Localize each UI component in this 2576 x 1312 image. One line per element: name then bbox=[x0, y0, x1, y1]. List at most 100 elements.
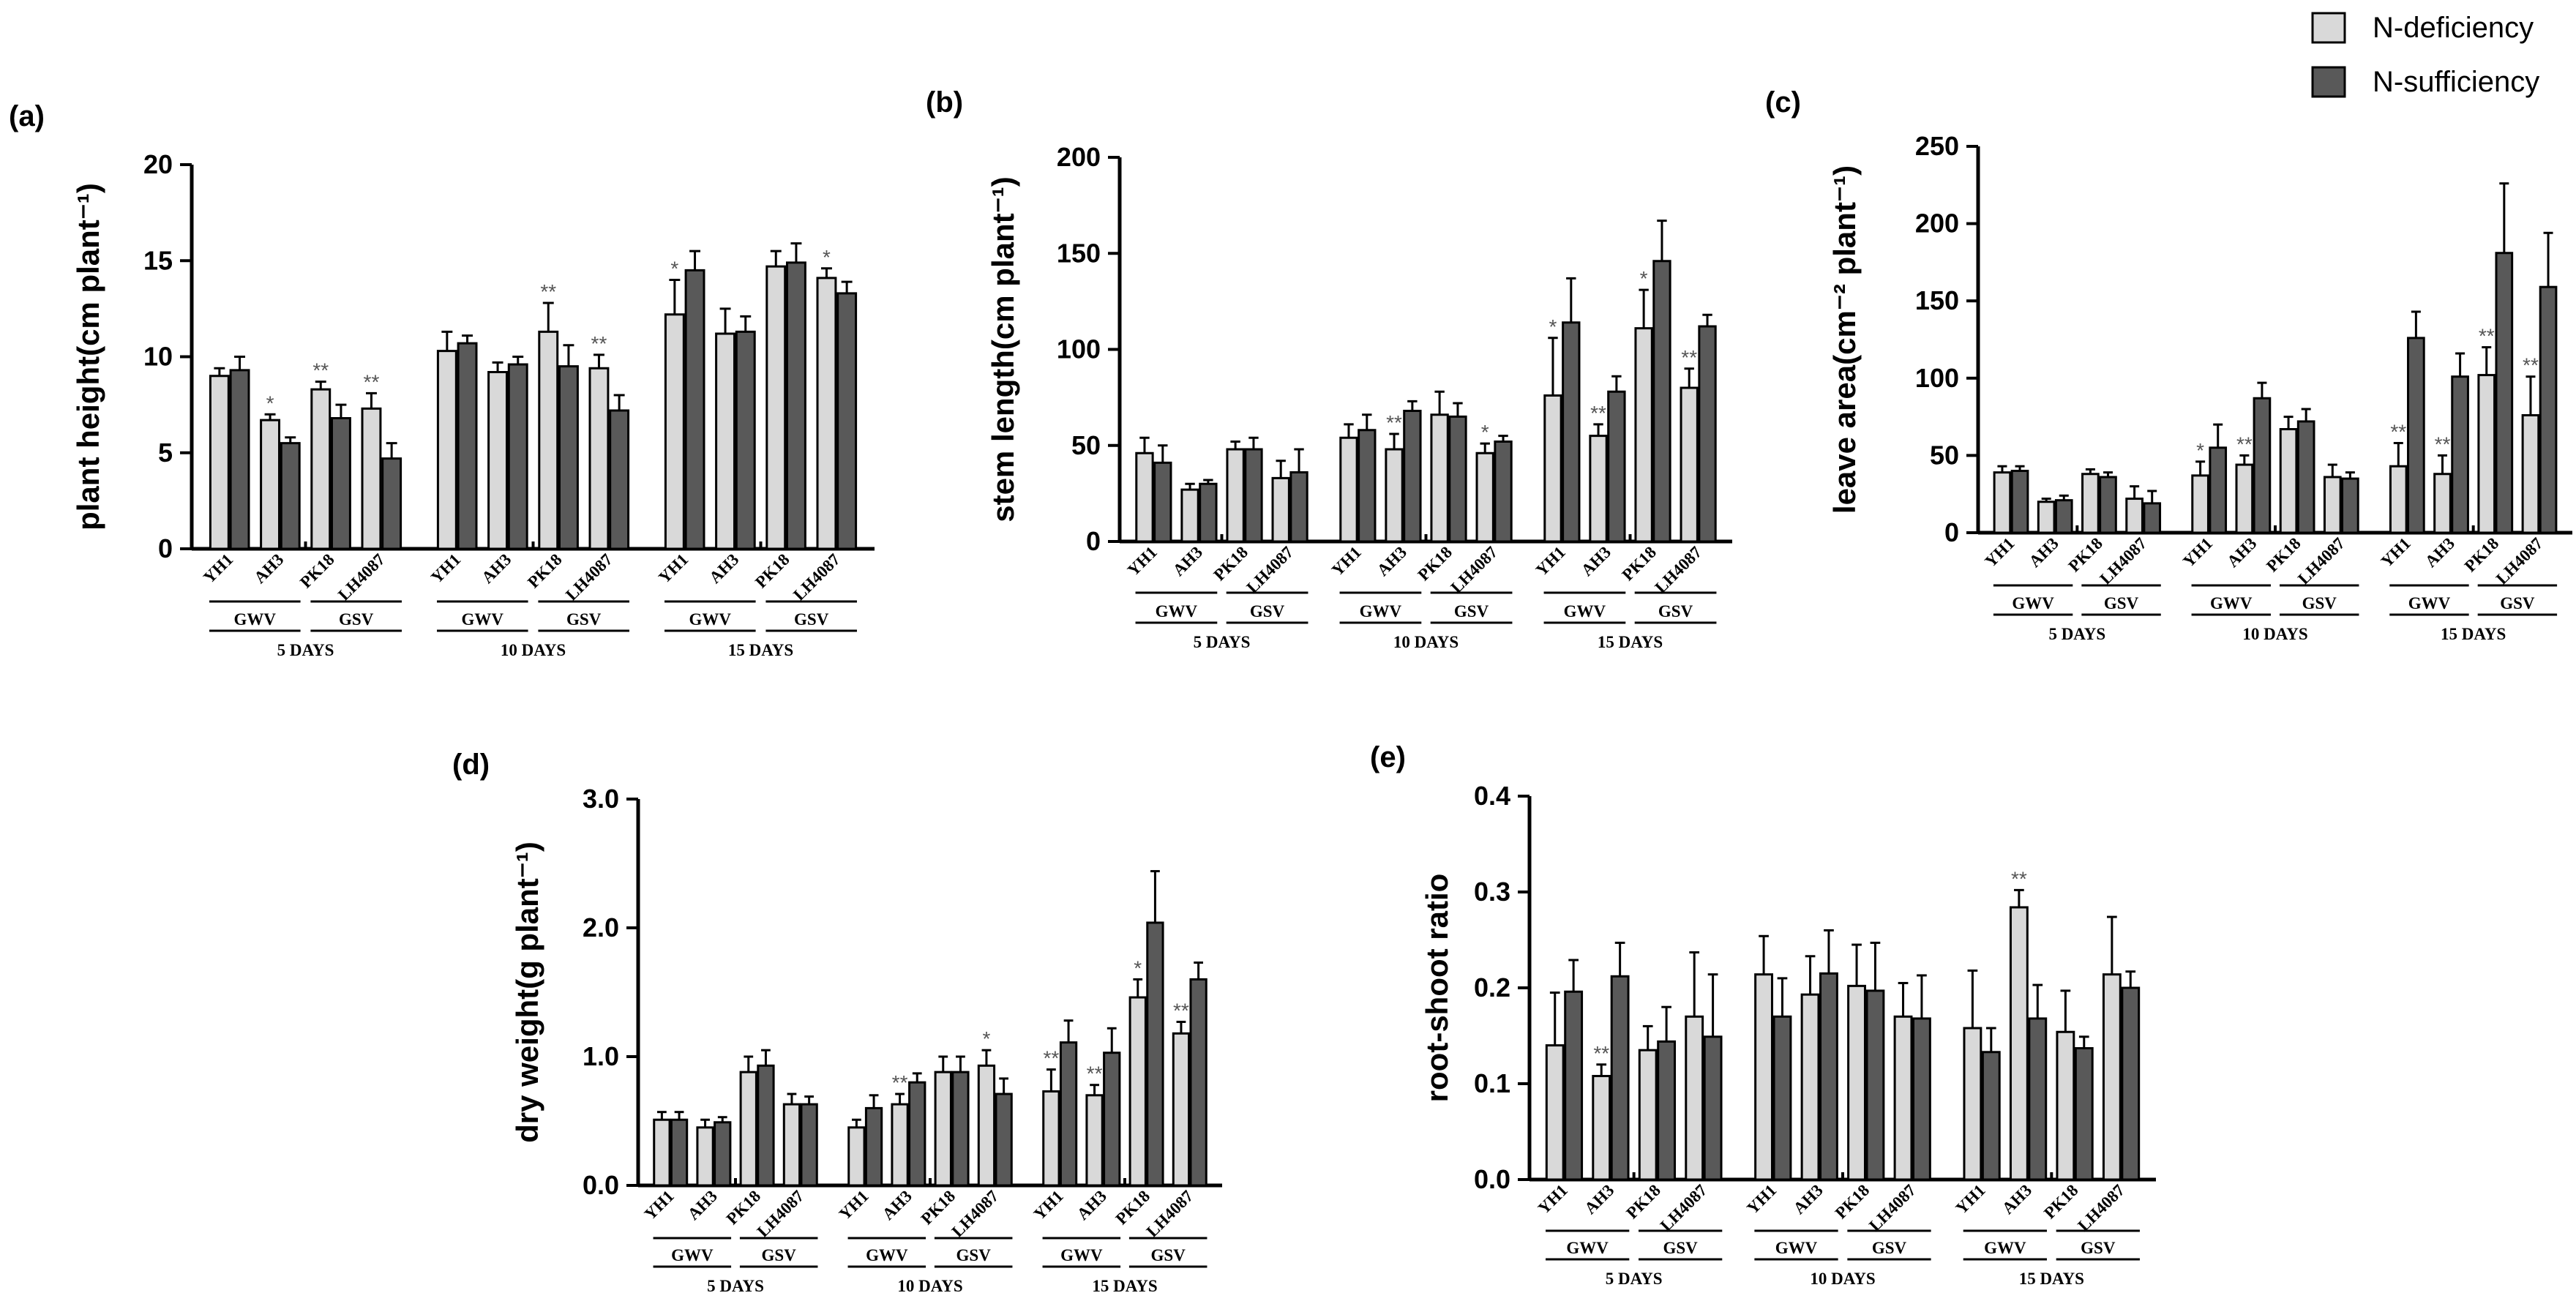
bar-n-deficiency bbox=[538, 330, 559, 550]
legend-label: N-sufficiency bbox=[2373, 66, 2539, 98]
x-category-label: LH4087 bbox=[2294, 534, 2348, 588]
bar-n-deficiency bbox=[891, 1103, 909, 1187]
bar-n-deficiency bbox=[2037, 501, 2056, 534]
significance-marker: ** bbox=[540, 280, 556, 303]
bar-n-sufficiency bbox=[507, 363, 528, 550]
day-label: 10 DAYS bbox=[501, 641, 566, 659]
significance-marker: * bbox=[670, 258, 678, 280]
group-label: GWV bbox=[2012, 594, 2054, 612]
day-label: 15 DAYS bbox=[2441, 625, 2506, 643]
x-category-label: YH1 bbox=[1535, 1181, 1571, 1218]
x-category-label: LH4087 bbox=[334, 550, 389, 604]
bar-n-deficiency bbox=[2389, 465, 2408, 534]
bar-n-sufficiency bbox=[1772, 1015, 1792, 1181]
group-label: GWV bbox=[1360, 602, 1402, 621]
bar-n-deficiency bbox=[487, 371, 509, 550]
chart-panels: (a) plant height(cm plant⁻¹) 0 5 10 15 20 YH1 * A… bbox=[9, 86, 2572, 1295]
bar-n-sufficiency bbox=[1652, 260, 1671, 543]
bar-n-sufficiency bbox=[735, 330, 756, 550]
group-label: GWV bbox=[462, 610, 504, 629]
group-label: GWV bbox=[1984, 1239, 2026, 1257]
y-axis-label: stem length(cm plant⁻¹) bbox=[986, 176, 1020, 522]
bar-n-deficiency bbox=[715, 332, 736, 550]
bar-n-deficiency bbox=[1543, 394, 1562, 543]
day-label: 5 DAYS bbox=[2048, 625, 2105, 643]
y-tick-label: 200 bbox=[1057, 142, 1101, 172]
y-tick-label: 20 bbox=[143, 149, 173, 179]
day-label: 5 DAYS bbox=[1606, 1270, 1663, 1288]
x-category-label: LH4087 bbox=[2096, 534, 2150, 588]
bar-n-deficiency bbox=[1847, 984, 1866, 1181]
x-category-label: PK18 bbox=[1210, 543, 1252, 585]
y-tick-label: 150 bbox=[1057, 238, 1101, 268]
day-label: 10 DAYS bbox=[2242, 625, 2307, 643]
bar-n-sufficiency bbox=[757, 1064, 775, 1187]
y-tick-label: 0.0 bbox=[583, 1170, 619, 1200]
chart-panel: (b) stem length(cm plant⁻¹) 0 50 100 150 200 YH… bbox=[926, 86, 1732, 651]
day-label: 15 DAYS bbox=[1092, 1277, 1157, 1295]
bar-n-sufficiency bbox=[1657, 1040, 1677, 1181]
y-tick-label: 10 bbox=[143, 342, 173, 372]
bar-n-sufficiency bbox=[280, 442, 301, 550]
y-tick-label: 0.4 bbox=[1474, 781, 1510, 811]
bar-n-sufficiency bbox=[2054, 499, 2073, 534]
panel-label: (b) bbox=[926, 86, 963, 119]
bar-n-sufficiency bbox=[1610, 975, 1630, 1181]
y-tick-label: 15 bbox=[143, 245, 173, 275]
panel-label: (e) bbox=[1370, 741, 1406, 773]
bar-n-sufficiency bbox=[2121, 986, 2141, 1181]
group-label: GSV bbox=[1663, 1239, 1699, 1257]
bar-n-deficiency bbox=[1754, 973, 1774, 1181]
bar-n-deficiency bbox=[653, 1118, 671, 1187]
y-tick-label: 0 bbox=[1944, 517, 1959, 547]
y-tick-label: 100 bbox=[1915, 363, 1959, 393]
bar-n-sufficiency bbox=[1244, 448, 1263, 543]
bar-n-deficiency bbox=[436, 350, 457, 550]
bar-n-deficiency bbox=[1680, 386, 1699, 543]
y-tick-label: 50 bbox=[1071, 430, 1101, 460]
bar-n-sufficiency bbox=[1819, 972, 1838, 1181]
day-label: 15 DAYS bbox=[728, 641, 793, 659]
group-label: GSV bbox=[2081, 1239, 2116, 1257]
x-category-label: AH3 bbox=[705, 550, 742, 587]
x-category-label: AH3 bbox=[1578, 543, 1614, 580]
bar-n-deficiency bbox=[310, 388, 332, 550]
x-category-label: PK18 bbox=[2040, 1181, 2082, 1223]
x-category-label: AH3 bbox=[1790, 1181, 1827, 1218]
group-label: GSV bbox=[566, 610, 602, 629]
bar-n-deficiency bbox=[1993, 471, 2012, 534]
bar-n-sufficiency bbox=[2074, 1047, 2094, 1181]
x-category-label: PK18 bbox=[1112, 1187, 1154, 1229]
group-label: GWV bbox=[2408, 594, 2451, 612]
x-category-label: AH3 bbox=[250, 550, 287, 587]
bar-n-deficiency bbox=[2102, 973, 2122, 1181]
bar-n-sufficiency bbox=[2539, 285, 2558, 534]
y-tick-label: 200 bbox=[1915, 209, 1959, 239]
chart-panel: (e) root-shoot ratio 0.0 0.1 0.2 0.3 0.4 YH1 ** A… bbox=[1370, 741, 2156, 1288]
bar-n-sufficiency bbox=[836, 292, 858, 550]
bar-n-sufficiency bbox=[2028, 1017, 2048, 1181]
bar-n-deficiency bbox=[1685, 1015, 1704, 1181]
x-category-label: AH3 bbox=[1999, 1181, 2035, 1218]
bar-n-sufficiency bbox=[1103, 1052, 1121, 1187]
bar-n-sufficiency bbox=[229, 369, 250, 550]
bar-n-deficiency bbox=[2056, 1030, 2075, 1181]
x-category-label: YH1 bbox=[2179, 534, 2216, 571]
x-category-label: YH1 bbox=[836, 1187, 872, 1223]
x-category-label: PK18 bbox=[524, 550, 566, 592]
significance-marker: ** bbox=[1593, 1042, 1609, 1065]
bar-n-deficiency bbox=[1592, 1075, 1611, 1181]
x-category-label: LH4087 bbox=[2493, 534, 2547, 588]
significance-marker: * bbox=[266, 391, 274, 414]
bar-n-deficiency bbox=[1475, 451, 1494, 543]
bar-n-deficiency bbox=[1385, 448, 1404, 543]
day-label: 10 DAYS bbox=[897, 1277, 962, 1295]
x-category-label: PK18 bbox=[2064, 534, 2106, 576]
x-category-label: AH3 bbox=[1374, 543, 1410, 580]
y-tick-label: 0.3 bbox=[1474, 877, 1510, 907]
bar-n-deficiency bbox=[2191, 474, 2209, 534]
bar-n-deficiency bbox=[2323, 476, 2342, 534]
day-label: 5 DAYS bbox=[1194, 633, 1251, 651]
